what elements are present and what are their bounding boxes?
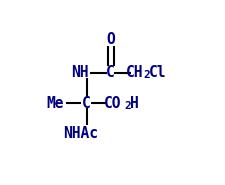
Text: C: C (82, 96, 90, 111)
Text: NHAc: NHAc (63, 126, 98, 141)
Text: NH: NH (71, 65, 88, 80)
Text: O: O (107, 32, 115, 47)
Text: Cl: Cl (149, 65, 167, 80)
Text: H: H (130, 96, 138, 111)
Text: Me: Me (46, 96, 63, 111)
Text: CO: CO (104, 96, 122, 111)
Text: C: C (106, 65, 115, 80)
Text: 2: 2 (144, 70, 151, 80)
Text: 2: 2 (124, 101, 131, 111)
Text: CH: CH (126, 65, 144, 80)
